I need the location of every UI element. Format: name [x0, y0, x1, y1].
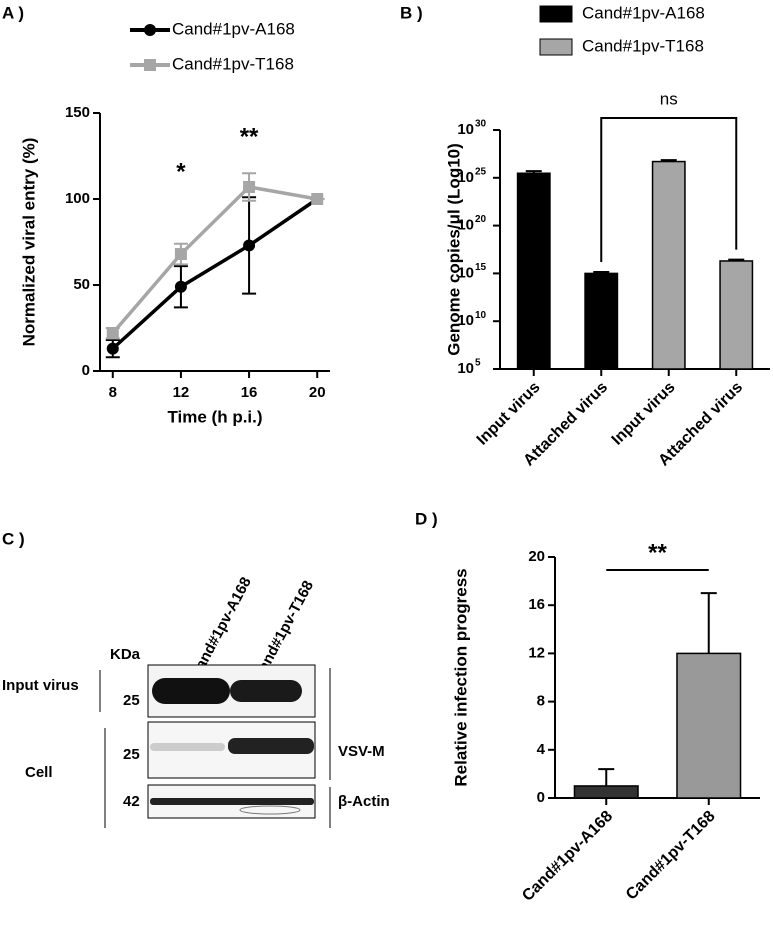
y-axis-label: Relative infection progress	[451, 568, 470, 786]
y-tick-label: 4	[537, 741, 546, 758]
protein-label: VSV-M	[338, 743, 385, 760]
y-tick-label: 10	[457, 264, 474, 281]
annotation: **	[648, 539, 667, 566]
band	[150, 798, 314, 805]
y-tick-label: 0	[82, 362, 90, 379]
x-tick-label: Input virus	[609, 379, 679, 449]
bar	[676, 652, 742, 799]
panel-label: A )	[2, 3, 24, 22]
x-axis-label: Time (h p.i.)	[167, 407, 262, 426]
y-tick-label: 50	[73, 276, 90, 293]
legend-marker	[144, 59, 156, 71]
legend-label: Cand#1pv-T168	[582, 36, 704, 55]
y-tick-label: 8	[537, 693, 545, 710]
panel-label: C )	[2, 529, 25, 548]
error-bar	[700, 592, 717, 654]
y-tick-label: 10	[457, 169, 474, 186]
significance-bracket	[600, 117, 738, 263]
legend-label: Cand#1pv-A168	[582, 3, 705, 22]
y-axis-label: Normalized viral entry (%)	[19, 138, 38, 347]
protein-label: β-Actin	[338, 793, 390, 810]
bar	[651, 160, 686, 370]
point	[174, 248, 187, 261]
y-tick-exponent: 25	[475, 166, 487, 177]
legend-swatch	[539, 38, 573, 56]
y-tick-label: 10	[457, 360, 474, 377]
x-tick-label: 8	[109, 384, 117, 401]
y-tick-label: 12	[528, 644, 545, 661]
x-tick-label: 12	[173, 384, 190, 401]
x-tick-label: 16	[241, 384, 258, 401]
y-tick-label: 10	[457, 121, 474, 138]
y-tick-exponent: 5	[475, 358, 481, 369]
panel-label: D )	[415, 509, 438, 528]
marker-label: 42	[123, 793, 140, 810]
y-tick-label: 0	[537, 789, 545, 806]
bar	[573, 785, 639, 799]
point	[243, 239, 256, 252]
annotation: **	[240, 123, 259, 150]
bar	[719, 260, 754, 370]
legend-label: Cand#1pv-T168	[172, 54, 294, 73]
y-tick-label: 16	[528, 596, 545, 613]
y-tick-label: 100	[65, 190, 90, 207]
x-tick-label: Cand#1pv-T168	[623, 808, 719, 904]
point	[311, 193, 324, 205]
band	[152, 678, 230, 704]
unit-label: KDa	[110, 646, 141, 663]
legend-swatch	[539, 5, 573, 23]
blot-panel: C ) Cand#1pv-A168 Cand#1pv-T168 KDa Inpu…	[2, 529, 390, 828]
line	[111, 197, 319, 350]
y-tick-exponent: 30	[475, 119, 487, 130]
band	[228, 738, 314, 754]
annotation: *	[176, 158, 186, 185]
line	[111, 185, 318, 335]
y-axis-label: Genome copies/μl (Log10)	[444, 143, 463, 356]
point	[106, 327, 119, 340]
y-tick-exponent: 15	[475, 262, 487, 273]
legend-label: Cand#1pv-A168	[172, 19, 295, 38]
point	[106, 342, 119, 355]
error-bar	[598, 768, 615, 786]
bar	[584, 272, 619, 370]
y-tick-exponent: 10	[475, 310, 487, 321]
y-tick-exponent: 20	[475, 214, 487, 225]
panel-label: B )	[400, 3, 423, 22]
y-tick-label: 150	[65, 104, 90, 121]
legend-marker	[144, 24, 156, 36]
band	[230, 680, 302, 702]
marker-label: 25	[123, 746, 140, 763]
point	[174, 280, 187, 293]
row-label: Input virus	[2, 677, 79, 694]
band	[239, 805, 301, 815]
row-label: Cell	[25, 764, 53, 781]
point	[243, 180, 256, 193]
marker-label: 25	[123, 692, 140, 709]
y-tick-label: 20	[528, 548, 545, 565]
x-tick-label: Input virus	[474, 379, 544, 449]
x-tick-label: Cand#1pv-A168	[519, 808, 616, 905]
bar	[516, 172, 551, 370]
x-tick-label: 20	[309, 384, 326, 401]
y-tick-label: 10	[457, 217, 474, 234]
y-tick-label: 10	[457, 312, 474, 329]
band	[150, 743, 225, 751]
annotation: ns	[660, 89, 678, 108]
